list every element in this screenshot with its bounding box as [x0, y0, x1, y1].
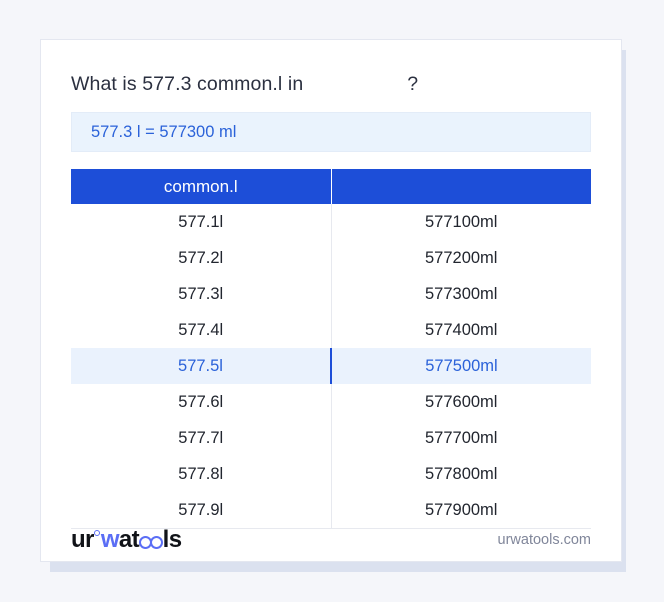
- cell-target: 577700ml: [331, 420, 591, 456]
- cell-source: 577.6l: [71, 384, 332, 420]
- degree-circle-icon: [94, 530, 101, 536]
- cell-target: 577800ml: [331, 456, 591, 492]
- table-row[interactable]: 577.7l 577700ml: [71, 420, 591, 456]
- cell-target: 577600ml: [331, 384, 591, 420]
- logo-part-ur: ur: [71, 526, 94, 553]
- conversion-card: What is 577.3 common.l in? 577.3 l = 577…: [40, 39, 622, 562]
- result-text: 577.3 l = 577300 ml: [91, 122, 237, 141]
- cell-target: 577200ml: [331, 240, 591, 276]
- cell-target: 577400ml: [331, 312, 591, 348]
- table-body: 577.1l 577100ml 577.2l 577200ml 577.3l 5…: [71, 204, 591, 529]
- table-row[interactable]: 577.2l 577200ml: [71, 240, 591, 276]
- card-content: What is 577.3 common.l in? 577.3 l = 577…: [41, 40, 621, 529]
- cell-target: 577100ml: [331, 204, 591, 240]
- result-banner: 577.3 l = 577300 ml: [71, 112, 591, 152]
- cell-target: 577300ml: [331, 276, 591, 312]
- cell-target: 577900ml: [331, 492, 591, 529]
- urwatools-logo[interactable]: ur w at ls: [71, 526, 182, 553]
- logo-part-w: w: [100, 526, 120, 553]
- logo-part-at: at: [118, 526, 140, 553]
- logo-part-ls: ls: [162, 526, 182, 553]
- cell-source: 577.1l: [71, 204, 332, 240]
- question-suffix: ?: [407, 73, 419, 95]
- column-header-target[interactable]: [331, 169, 591, 204]
- cell-source: 577.8l: [71, 456, 332, 492]
- site-url[interactable]: urwatools.com: [497, 532, 591, 548]
- conversion-table: common.l 577.1l 577100ml 577.2l 577200ml…: [71, 169, 591, 529]
- glasses-lens-right: [149, 536, 163, 549]
- cell-source: 577.5l: [71, 348, 332, 384]
- table-row[interactable]: 577.6l 577600ml: [71, 384, 591, 420]
- cell-source: 577.2l: [71, 240, 332, 276]
- card-footer: ur w at ls urwatools.com: [41, 519, 621, 561]
- table-header-row: common.l: [71, 169, 591, 204]
- cell-source: 577.4l: [71, 312, 332, 348]
- cell-source: 577.7l: [71, 420, 332, 456]
- page-title: What is 577.3 common.l in?: [71, 40, 591, 112]
- cell-source: 577.3l: [71, 276, 332, 312]
- cell-target: 577500ml: [331, 348, 591, 384]
- question-prefix: What is 577.3 common.l in: [71, 73, 304, 95]
- column-header-source[interactable]: common.l: [71, 169, 332, 204]
- cell-source: 577.9l: [71, 492, 332, 529]
- glasses-oo-icon: [139, 536, 163, 549]
- table-row[interactable]: 577.1l 577100ml: [71, 204, 591, 240]
- table-head: common.l: [71, 169, 591, 204]
- table-row[interactable]: 577.4l 577400ml: [71, 312, 591, 348]
- table-row-highlighted[interactable]: 577.5l 577500ml: [71, 348, 591, 384]
- table-row[interactable]: 577.9l 577900ml: [71, 492, 591, 529]
- table-row[interactable]: 577.8l 577800ml: [71, 456, 591, 492]
- table-row[interactable]: 577.3l 577300ml: [71, 276, 591, 312]
